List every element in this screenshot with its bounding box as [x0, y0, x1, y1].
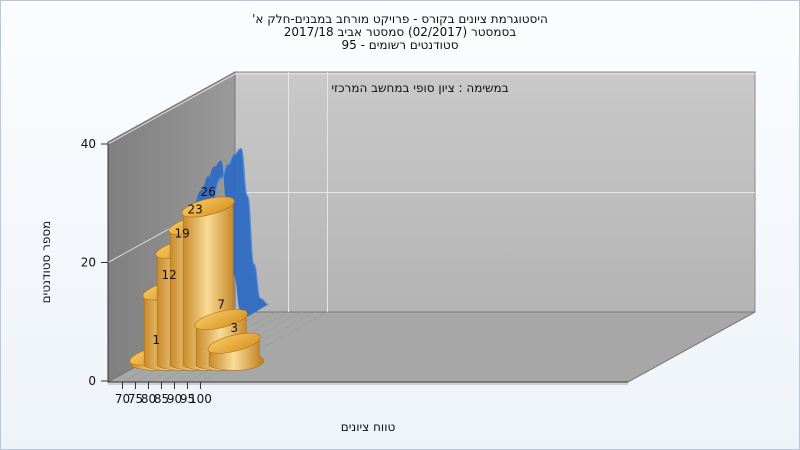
gridline-y-side: [107, 73, 236, 145]
data-label: 1: [152, 333, 160, 347]
x-tick-label: 95: [180, 392, 195, 406]
bars: [129, 196, 264, 371]
bar: [207, 332, 264, 371]
chart-title-line-1: היסטוגרמת ציונים בקורס - פרויקט מורחב במ…: [252, 12, 548, 26]
curve-ribbon: [175, 148, 269, 317]
x-tick-label: 100: [189, 392, 212, 406]
x-tick-label: 80: [141, 392, 156, 406]
bar-cap: [181, 196, 235, 218]
x-axis-label: טווח ציונים: [341, 420, 396, 434]
x-tick-label: 70: [115, 392, 130, 406]
bar-cap: [207, 332, 261, 354]
data-label: 26: [201, 185, 216, 199]
data-label: 12: [162, 268, 177, 282]
y-tick-label: 0: [88, 374, 96, 388]
data-label: 19: [175, 226, 190, 240]
y-tick-label: 20: [81, 256, 96, 270]
x-tick-label: 85: [154, 392, 169, 406]
bar-cap: [194, 309, 248, 330]
x-tick-label: 75: [128, 392, 143, 406]
data-labels: 1 12 19 23 26 73: [152, 185, 238, 347]
distribution-curve: [175, 147, 269, 317]
data-label: 7: [217, 298, 225, 312]
chart-title-line-3: סטודנטים רשומים - 95: [341, 38, 459, 52]
floor-front-edge: [108, 382, 628, 385]
x-tick-label: 90: [167, 392, 182, 406]
data-label: 23: [188, 203, 203, 217]
data-label: 3: [230, 321, 238, 335]
y-tick-label: 40: [81, 137, 96, 151]
annotation: במשימה : ציון סופי במחשב המרכזי: [331, 81, 508, 95]
chart-title-line-2: בסמסטר (02/2017) סמסטר אביב 2017/18: [283, 25, 517, 39]
curve-edge: [194, 147, 269, 305]
y-axis-label: מספר סטודנטים: [39, 221, 53, 304]
